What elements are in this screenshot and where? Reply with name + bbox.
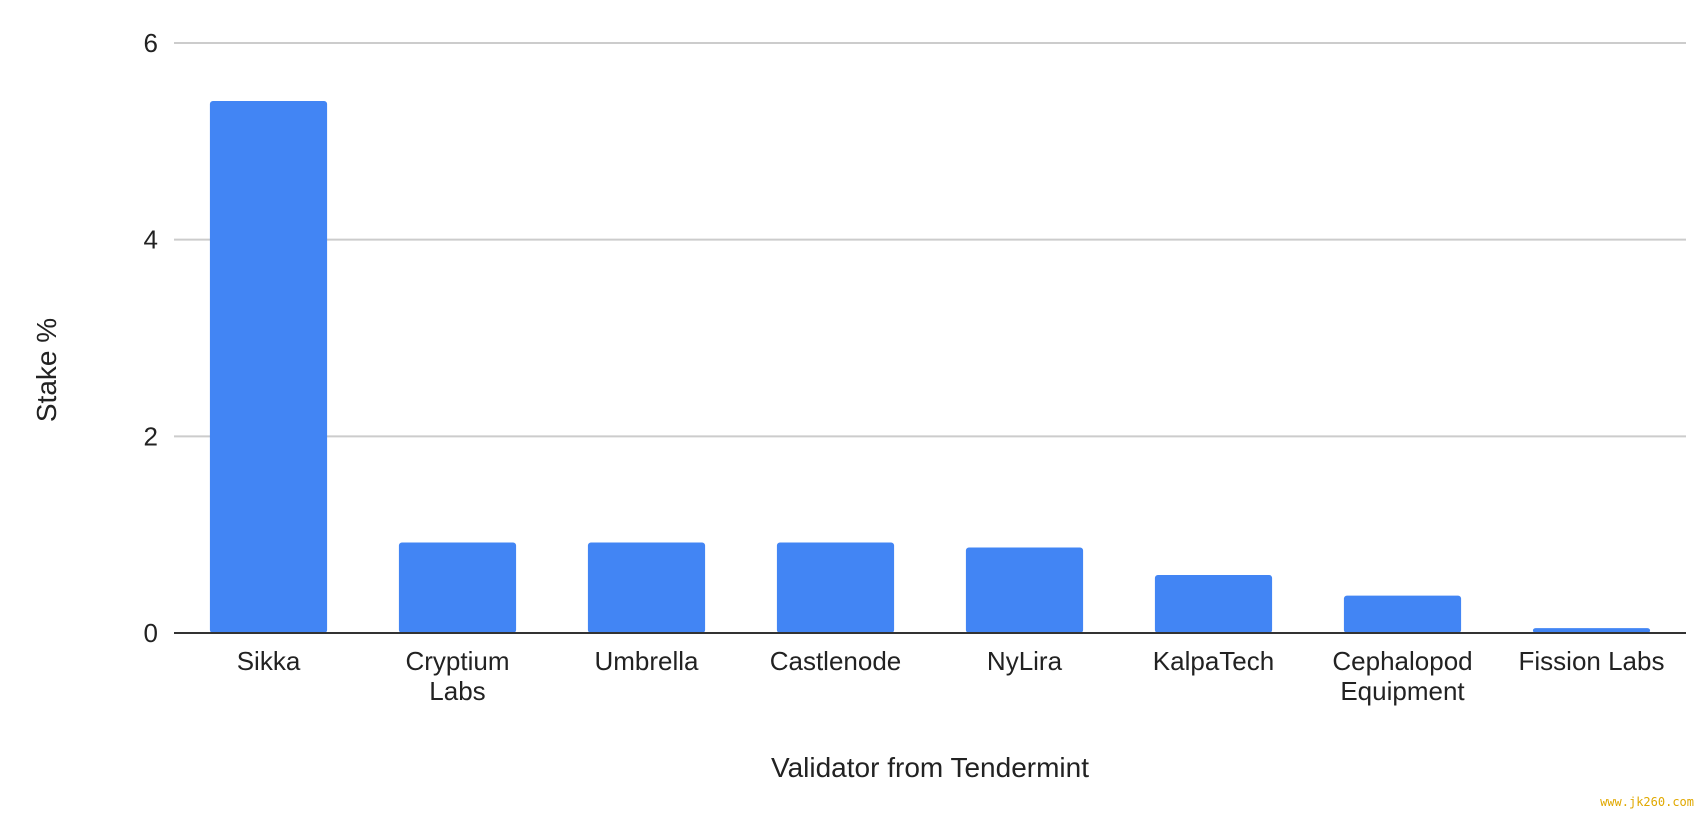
bar [1532,628,1651,633]
x-tick-label-line: Cryptium [405,646,509,676]
x-tick-label-line: Equipment [1340,676,1465,706]
x-tick-label-line: KalpaTech [1153,646,1274,676]
x-tick-label-line: Castlenode [770,646,902,676]
bar [587,542,706,633]
bar [209,101,328,634]
bar [776,542,895,633]
x-tick-label: Castlenode [770,646,902,676]
x-tick-label-line: Fission Labs [1519,646,1665,676]
y-axis-ticks: 0 2 4 6 [144,28,158,648]
y-tick-label: 4 [144,225,158,255]
bar [1343,595,1462,633]
x-tick-label: Cryptium Labs [405,646,509,706]
x-tick-label: NyLira [987,646,1063,676]
x-axis-title: Validator from Tendermint [771,752,1089,783]
x-tick-label-line: Umbrella [594,646,699,676]
y-axis-title: Stake % [31,318,62,422]
watermark: www.jk260.com [1600,795,1694,809]
gridlines [174,42,1686,438]
bar [398,542,517,633]
y-tick-label: 0 [144,618,158,648]
x-tick-label: Sikka [237,646,301,676]
x-tick-label-line: Sikka [237,646,301,676]
x-tick-label: Cephalopod Equipment [1332,646,1472,706]
x-axis-labels: Sikka Cryptium Labs Umbrella Castlenode NyLir… [237,646,1665,706]
x-tick-label: KalpaTech [1153,646,1274,676]
bar [1154,574,1273,633]
y-tick-label: 6 [144,28,158,58]
x-tick-label: Umbrella [594,646,699,676]
x-tick-label-line: NyLira [987,646,1063,676]
bars [209,101,1651,634]
x-tick-label-line: Cephalopod [1332,646,1472,676]
bar [965,547,1084,633]
y-tick-label: 2 [144,421,158,451]
x-tick-label: Fission Labs [1519,646,1665,676]
x-tick-label-line: Labs [429,676,485,706]
